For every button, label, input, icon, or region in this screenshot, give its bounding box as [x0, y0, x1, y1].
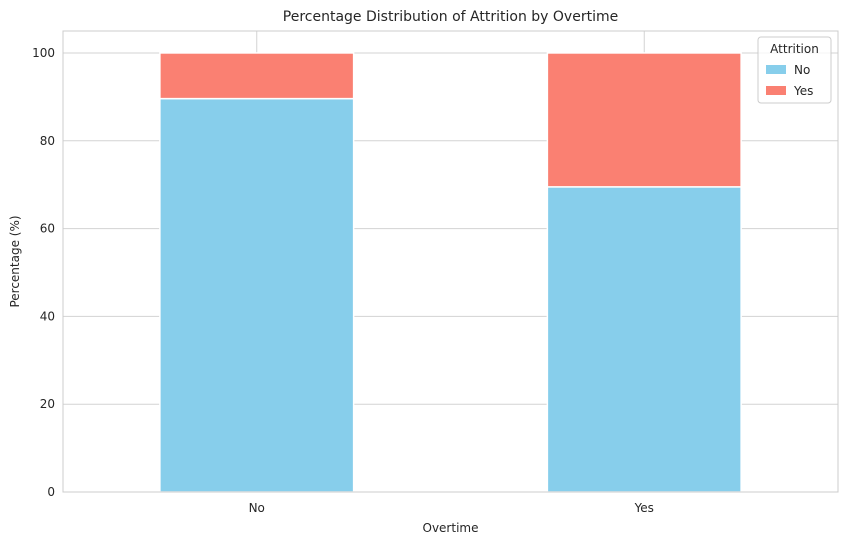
- legend-swatch-no: [766, 65, 786, 74]
- y-tick-label: 100: [32, 46, 55, 60]
- x-tick-label: Yes: [634, 501, 654, 515]
- legend-swatch-yes: [766, 86, 786, 95]
- x-tick-label: No: [249, 501, 265, 515]
- plot-frame: [62, 30, 839, 493]
- bars: [159, 52, 742, 493]
- legend-label-no: No: [794, 63, 810, 77]
- bar-segment-no-yes: [546, 186, 742, 493]
- y-tick-label: 0: [47, 485, 55, 499]
- x-axis-label: Overtime: [423, 521, 479, 535]
- tick-labels: 0 20 40 60 80 100 No Yes: [32, 46, 654, 515]
- y-tick-label: 60: [40, 222, 55, 236]
- legend: Attrition No Yes: [757, 36, 832, 104]
- legend-label-yes: Yes: [793, 84, 813, 98]
- chart-title: Percentage Distribution of Attrition by …: [283, 9, 618, 25]
- bar-segment-yes-yes: [546, 52, 742, 188]
- y-tick-label: 20: [40, 397, 55, 411]
- y-axis-label: Percentage (%): [8, 215, 22, 307]
- legend-items: No Yes: [766, 63, 813, 98]
- bar-segment-yes-no: [159, 52, 355, 100]
- legend-title: Attrition: [770, 42, 819, 56]
- bar-segment-no-no: [159, 97, 355, 493]
- y-tick-label: 80: [40, 134, 55, 148]
- y-tick-label: 40: [40, 309, 55, 323]
